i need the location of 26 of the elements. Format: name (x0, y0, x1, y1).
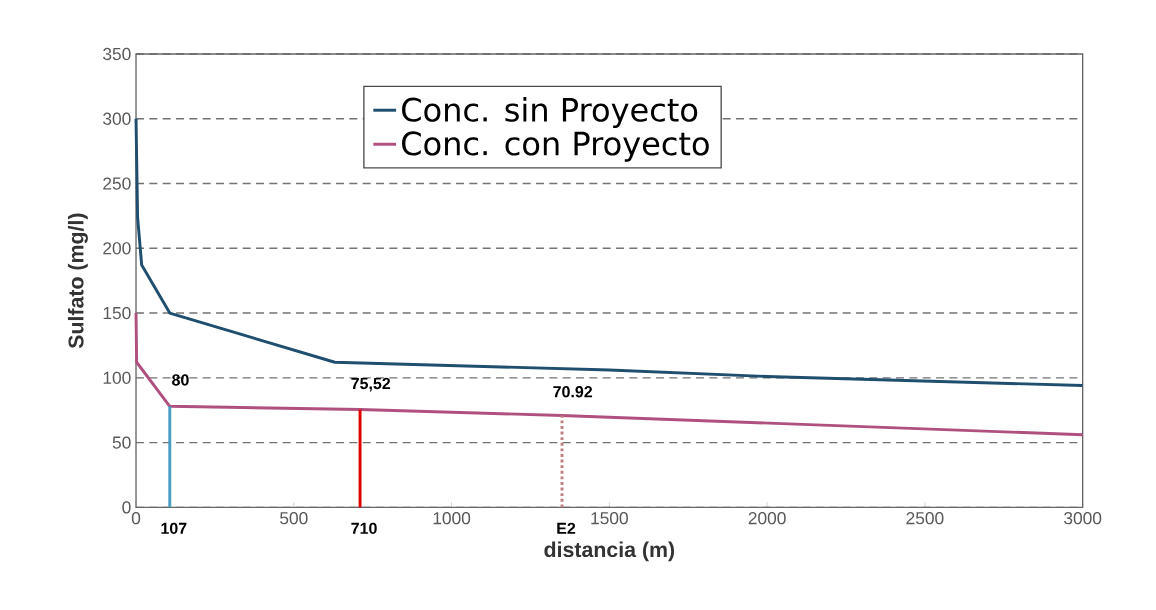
x-tick-label: 2000 (748, 512, 786, 525)
x-axis-title: distancia (m) (544, 541, 675, 562)
line-series (134, 311, 1085, 437)
y-tick-label: 0 (122, 501, 131, 514)
annotation: E2 (557, 522, 576, 534)
annotation: 70.92 (553, 386, 593, 398)
x-tick-label: 0 (131, 512, 141, 525)
x-tick-label: 1500 (591, 512, 628, 525)
annotation: 710 (351, 522, 377, 535)
x-tick-label: 1000 (433, 512, 471, 525)
annotation: 80 (172, 374, 189, 386)
y-tick-label: 300 (103, 112, 131, 125)
x-tick-label: 500 (280, 512, 308, 525)
y-tick-label: 350 (103, 47, 131, 61)
y-tick-label: 200 (103, 242, 131, 255)
y-tick-label: 100 (103, 371, 131, 384)
y-axis-title: Sulfato (mg/l) (67, 213, 88, 349)
y-tick-label: 50 (112, 436, 131, 449)
annotation: 107 (161, 522, 187, 535)
y-tick-label: 150 (103, 306, 131, 320)
annotation: 75,52 (351, 377, 391, 392)
legend-label: Conc. con Proyecto (402, 131, 709, 162)
y-tick-label: 250 (103, 177, 131, 190)
legend-label: Conc. sin Proyecto (402, 97, 698, 129)
x-tick-label: 3000 (1064, 512, 1102, 525)
x-tick-label: 2500 (906, 512, 944, 525)
